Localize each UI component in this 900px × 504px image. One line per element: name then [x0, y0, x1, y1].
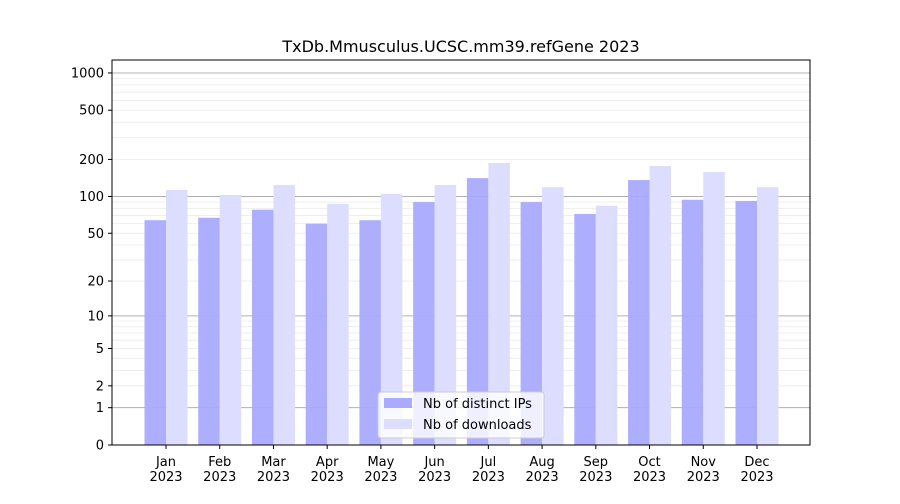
y-tick-label: 5: [96, 342, 104, 357]
bar-downloads: [542, 187, 564, 445]
x-tick-label: Dec 2023: [740, 455, 773, 485]
bar-downloads: [757, 187, 779, 445]
bar-downloads: [595, 205, 618, 445]
bar-downloads: [434, 184, 457, 445]
legend-swatch: [384, 419, 412, 429]
legend-swatch: [384, 398, 412, 408]
bar-ips: [628, 180, 650, 446]
legend-box: [377, 391, 545, 439]
y-tick-label: 200: [79, 153, 104, 168]
bar-ips: [413, 202, 435, 445]
y-tick-label: 1000: [71, 66, 104, 81]
x-tick-label: Sep 2023: [579, 455, 612, 485]
y-tick-label: 500: [79, 104, 104, 119]
bar-downloads: [703, 172, 725, 445]
bar-ips: [735, 200, 757, 445]
bar-downloads: [273, 184, 295, 445]
bar-ips: [359, 220, 381, 445]
plot-frame: [111, 59, 811, 446]
bar-ips: [198, 217, 220, 445]
bar-ips: [251, 209, 274, 445]
x-tick-label: Mar 2023: [257, 455, 290, 485]
bar-downloads: [327, 203, 349, 445]
y-tick-label: 20: [87, 275, 104, 290]
bar-ips: [574, 213, 596, 445]
bar-ips: [305, 223, 328, 445]
bar-downloads: [166, 189, 188, 445]
legend-label: Nb of downloads: [423, 418, 532, 433]
bar-ips: [466, 178, 489, 445]
y-tick-label: 0: [96, 439, 104, 454]
y-tick-label: 10: [87, 309, 104, 324]
bar-ips: [520, 202, 543, 445]
x-tick-label: Aug 2023: [526, 455, 559, 485]
bar-ips: [681, 199, 704, 445]
bar-ips: [144, 220, 166, 445]
bar-downloads: [380, 193, 403, 445]
x-tick-label: Apr 2023: [311, 455, 344, 485]
y-tick-label: 1: [96, 401, 104, 416]
legend: Nb of distinct IPs Nb of downloads: [377, 391, 545, 439]
chart-title: TxDb.Mmusculus.UCSC.mm39.refGene 2023: [281, 37, 639, 56]
x-tick-label: Jun 2023: [418, 455, 451, 485]
x-tick-label: Jul 2023: [472, 455, 505, 485]
legend-label: Nb of distinct IPs: [423, 397, 532, 412]
bar-downloads: [488, 163, 510, 445]
y-tick-label: 2: [96, 379, 104, 394]
x-tick-label: Jan 2023: [149, 455, 182, 485]
bar-downloads: [219, 194, 242, 445]
bar-downloads: [649, 165, 672, 445]
x-tick-label: Oct 2023: [633, 455, 666, 485]
y-tick-label: 100: [79, 190, 104, 205]
x-tick-label: Nov 2023: [687, 455, 720, 485]
x-tick-label: May 2023: [364, 455, 397, 485]
x-tick-label: Feb 2023: [203, 455, 236, 485]
y-tick-label: 50: [87, 227, 104, 242]
